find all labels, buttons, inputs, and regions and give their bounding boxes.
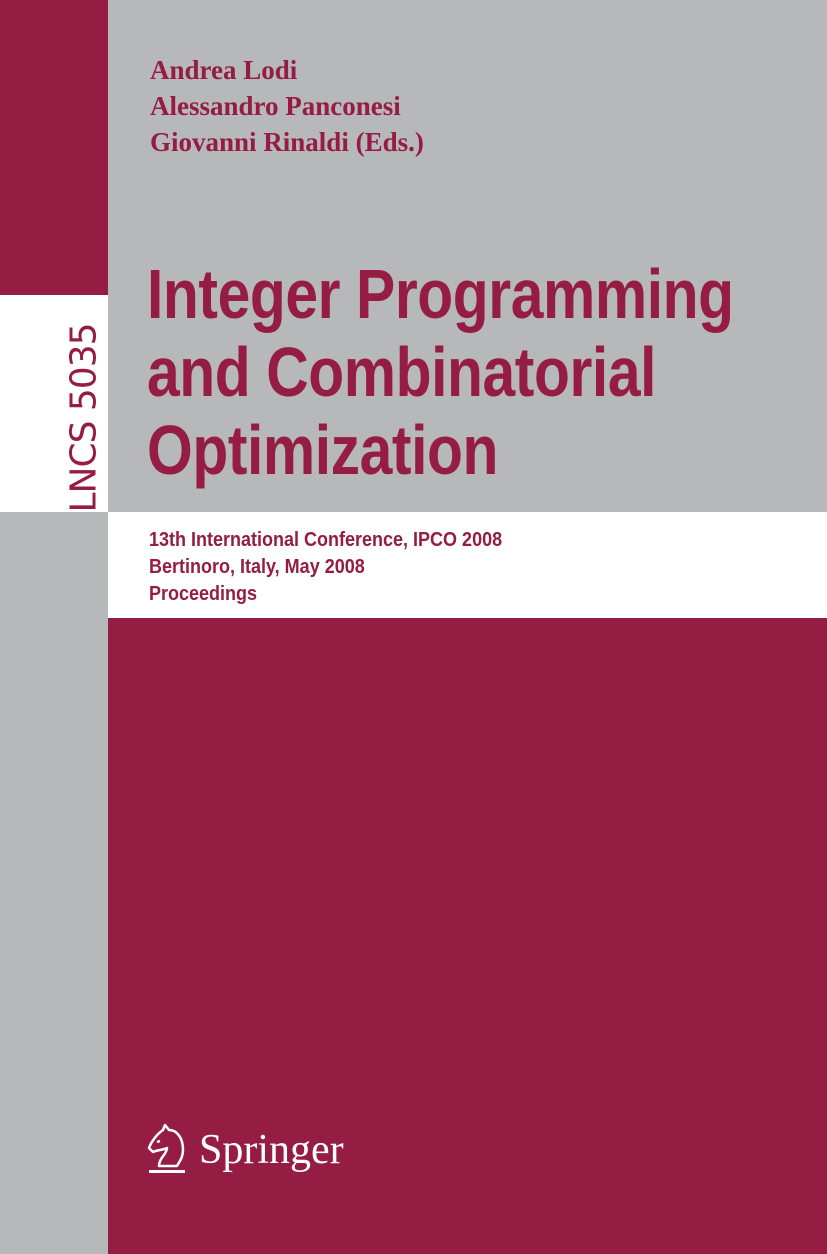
left-strip-bottom <box>0 512 108 1254</box>
publisher-name: Springer <box>199 1127 344 1173</box>
series-band <box>0 295 108 512</box>
author: Giovanni Rinaldi (Eds.) <box>150 127 424 157</box>
book-title: Integer Programming and Combinatorial Op… <box>147 255 734 489</box>
subtitle-line: Proceedings <box>149 583 258 605</box>
title-line: and Combinatorial <box>147 333 657 411</box>
author: Alessandro Panconesi <box>150 91 401 121</box>
title-area <box>108 0 827 512</box>
lower-panel <box>108 618 827 1254</box>
title-line: Optimization <box>147 411 499 489</box>
author: Andrea Lodi <box>150 55 298 85</box>
subtitle-line: 13th International Conference, IPCO 2008 <box>149 529 503 551</box>
left-strip-top <box>0 0 108 295</box>
authors: Andrea Lodi Alessandro Panconesi Giovann… <box>150 52 424 160</box>
series-label: LNCS 5035 <box>63 323 105 513</box>
subtitle: 13th International Conference, IPCO 2008… <box>149 527 502 608</box>
subtitle-line: Bertinoro, Italy, May 2008 <box>149 556 365 578</box>
subtitle-band <box>108 512 827 618</box>
title-line: Integer Programming <box>147 255 734 333</box>
knight-chess-piece-icon <box>147 1123 185 1173</box>
publisher-logo: Springer <box>145 1122 344 1178</box>
